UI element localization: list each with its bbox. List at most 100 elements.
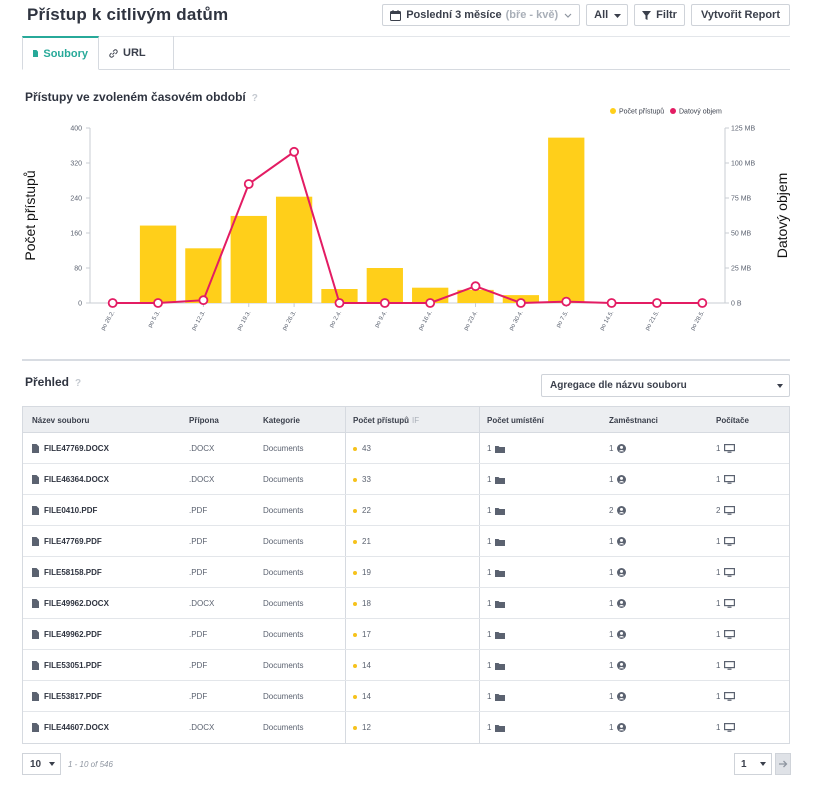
- employees-cell[interactable]: 1: [609, 526, 627, 557]
- line-point[interactable]: [107, 298, 118, 308]
- file-name-cell[interactable]: FILE49962.DOCX: [32, 588, 109, 619]
- table-row[interactable]: FILE49962.DOCX .DOCX Documents 18 1 1 1: [23, 588, 789, 619]
- filter-button[interactable]: Filtr: [634, 4, 685, 26]
- line-point[interactable]: [425, 298, 436, 308]
- file-name-cell[interactable]: FILE53817.PDF: [32, 681, 102, 712]
- line-point[interactable]: [515, 298, 526, 308]
- employees-cell[interactable]: 1: [609, 433, 627, 464]
- file-name-cell[interactable]: FILE0410.PDF: [32, 495, 97, 526]
- file-name-cell[interactable]: FILE49962.PDF: [32, 619, 102, 650]
- computers-cell[interactable]: 2: [716, 495, 736, 526]
- bar[interactable]: [230, 215, 267, 303]
- locations-cell[interactable]: 1: [487, 681, 506, 712]
- computers-cell[interactable]: 1: [716, 557, 736, 588]
- employees-cell[interactable]: 2: [609, 495, 627, 526]
- access-count: 12: [362, 723, 371, 732]
- table-row[interactable]: FILE47769.PDF .PDF Documents 21 1 1 1: [23, 526, 789, 557]
- line-point[interactable]: [697, 298, 708, 308]
- locations-cell[interactable]: 1: [487, 588, 506, 619]
- line-point[interactable]: [334, 298, 345, 308]
- employees-cell[interactable]: 1: [609, 712, 627, 743]
- file-name-cell[interactable]: FILE47769.DOCX: [32, 433, 109, 464]
- bar[interactable]: [548, 137, 585, 303]
- table-row[interactable]: FILE46364.DOCX .DOCX Documents 33 1 1 1: [23, 464, 789, 495]
- bar[interactable]: [185, 248, 222, 303]
- computers-cell[interactable]: 1: [716, 433, 736, 464]
- file-name-cell[interactable]: FILE58158.PDF: [32, 557, 102, 588]
- computers-cell[interactable]: 1: [716, 526, 736, 557]
- employees-cell[interactable]: 1: [609, 650, 627, 681]
- locations-cell[interactable]: 1: [487, 526, 506, 557]
- col-locations[interactable]: Počet umístění: [487, 415, 544, 425]
- bar[interactable]: [139, 225, 177, 303]
- category-cell: Documents: [263, 444, 304, 453]
- help-icon[interactable]: ?: [75, 378, 82, 389]
- table-row[interactable]: FILE53051.PDF .PDF Documents 14 1 1 1: [23, 650, 789, 681]
- col-computers[interactable]: Počítače: [716, 415, 749, 425]
- employees-cell[interactable]: 1: [609, 464, 627, 495]
- page-select[interactable]: 1: [734, 753, 772, 775]
- line-point[interactable]: [379, 298, 390, 308]
- file-name-cell[interactable]: FILE44607.DOCX: [32, 712, 109, 743]
- help-icon[interactable]: ?: [251, 93, 258, 104]
- bar[interactable]: [366, 268, 403, 303]
- line-point[interactable]: [289, 146, 300, 157]
- overview-title-text: Přehled: [25, 375, 70, 389]
- computers-cell[interactable]: 1: [716, 619, 736, 650]
- col-access-count[interactable]: Počet přístupů IF: [353, 407, 419, 433]
- table-row[interactable]: FILE58158.PDF .PDF Documents 19 1 1 1: [23, 557, 789, 588]
- create-report-button[interactable]: Vytvořit Report: [690, 4, 790, 26]
- page-size-select[interactable]: 10: [22, 753, 61, 775]
- extension-cell: .PDF: [189, 692, 208, 701]
- employees-cell[interactable]: 1: [609, 619, 627, 650]
- x-tick-label: po 2.4.: [329, 310, 344, 329]
- col-file-name[interactable]: Název souboru: [32, 415, 90, 425]
- line-point[interactable]: [470, 281, 481, 292]
- locations-cell[interactable]: 1: [487, 464, 506, 495]
- next-page-button[interactable]: [775, 753, 791, 775]
- bar[interactable]: [321, 289, 358, 303]
- locations-cell[interactable]: 1: [487, 712, 506, 743]
- file-name-cell[interactable]: FILE46364.DOCX: [32, 464, 109, 495]
- file-name-cell[interactable]: FILE53051.PDF: [32, 650, 102, 681]
- file-name-cell[interactable]: FILE47769.PDF: [32, 526, 102, 557]
- line-point[interactable]: [652, 298, 662, 308]
- col-category[interactable]: Kategorie: [263, 415, 300, 425]
- employees-cell[interactable]: 1: [609, 588, 627, 619]
- tab-url[interactable]: URL: [99, 36, 174, 70]
- table-row[interactable]: FILE53817.PDF .PDF Documents 14 1 1 1: [23, 681, 789, 712]
- locations-cell[interactable]: 1: [487, 650, 506, 681]
- line-point[interactable]: [561, 296, 572, 307]
- bar[interactable]: [275, 196, 313, 303]
- employees-count: 1: [609, 692, 614, 701]
- line-point[interactable]: [198, 295, 209, 306]
- col-employees[interactable]: Zaměstnanci: [609, 415, 658, 425]
- locations-cell[interactable]: 1: [487, 619, 506, 650]
- employees-cell[interactable]: 1: [609, 681, 627, 712]
- bar[interactable]: [457, 289, 494, 303]
- table-row[interactable]: FILE47769.DOCX .DOCX Documents 43 1 1 1: [23, 433, 789, 464]
- scope-select[interactable]: All: [586, 4, 629, 26]
- table-row[interactable]: FILE44607.DOCX .DOCX Documents 12 1 1 1: [23, 712, 789, 743]
- computers-cell[interactable]: 1: [716, 588, 736, 619]
- locations-cell[interactable]: 1: [487, 557, 506, 588]
- locations-cell[interactable]: 1: [487, 495, 506, 526]
- computers-cell[interactable]: 1: [716, 712, 736, 743]
- line-point[interactable]: [243, 179, 254, 189]
- col-extension[interactable]: Přípona: [189, 415, 219, 425]
- x-tick-label: po 14.5.: [599, 310, 615, 332]
- computers-cell[interactable]: 1: [716, 464, 736, 495]
- period-select[interactable]: Poslední 3 měsíce (bře - kvě): [382, 4, 581, 26]
- line-point[interactable]: [606, 298, 617, 308]
- line-point[interactable]: [153, 298, 163, 308]
- table-row[interactable]: FILE49962.PDF .PDF Documents 17 1 1 1: [23, 619, 789, 650]
- aggregation-select[interactable]: Agregace dle názvu souboru: [541, 374, 790, 397]
- employees-cell[interactable]: 1: [609, 557, 627, 588]
- computers-cell[interactable]: 1: [716, 681, 736, 712]
- tab-soubory[interactable]: Soubory: [22, 36, 99, 70]
- table-row[interactable]: FILE0410.PDF .PDF Documents 22 1 2 2: [23, 495, 789, 526]
- locations-cell[interactable]: 1: [487, 433, 506, 464]
- page-title: Přístup k citlivým datům: [27, 5, 229, 24]
- extension-cell: .PDF: [189, 506, 208, 515]
- computers-cell[interactable]: 1: [716, 650, 736, 681]
